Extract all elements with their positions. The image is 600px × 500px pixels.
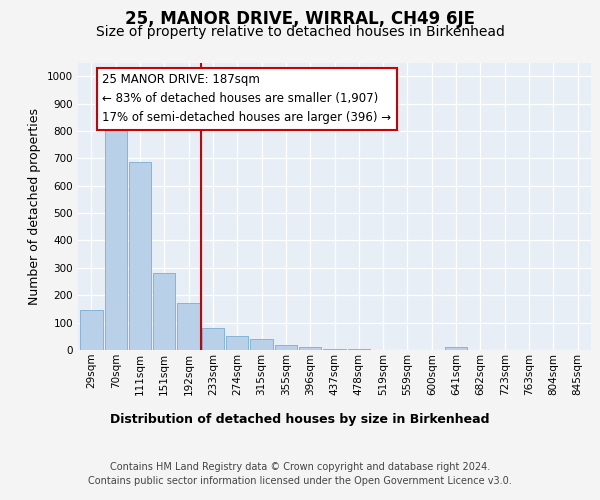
Bar: [129, 162, 151, 350]
Bar: [178, 304, 200, 350]
Bar: [323, 348, 346, 350]
Bar: [250, 339, 273, 350]
Bar: [104, 122, 127, 350]
Bar: [275, 344, 297, 350]
Bar: [299, 348, 322, 350]
Bar: [80, 310, 103, 350]
Bar: [202, 328, 224, 350]
Text: Distribution of detached houses by size in Birkenhead: Distribution of detached houses by size …: [110, 412, 490, 426]
Bar: [153, 274, 175, 350]
Bar: [347, 348, 370, 350]
Text: Contains public sector information licensed under the Open Government Licence v3: Contains public sector information licen…: [88, 476, 512, 486]
Bar: [445, 348, 467, 350]
Text: 25, MANOR DRIVE, WIRRAL, CH49 6JE: 25, MANOR DRIVE, WIRRAL, CH49 6JE: [125, 10, 475, 28]
Text: 25 MANOR DRIVE: 187sqm
← 83% of detached houses are smaller (1,907)
17% of semi-: 25 MANOR DRIVE: 187sqm ← 83% of detached…: [103, 74, 391, 124]
Text: Size of property relative to detached houses in Birkenhead: Size of property relative to detached ho…: [95, 25, 505, 39]
Y-axis label: Number of detached properties: Number of detached properties: [28, 108, 41, 304]
Bar: [226, 336, 248, 350]
Text: Contains HM Land Registry data © Crown copyright and database right 2024.: Contains HM Land Registry data © Crown c…: [110, 462, 490, 472]
